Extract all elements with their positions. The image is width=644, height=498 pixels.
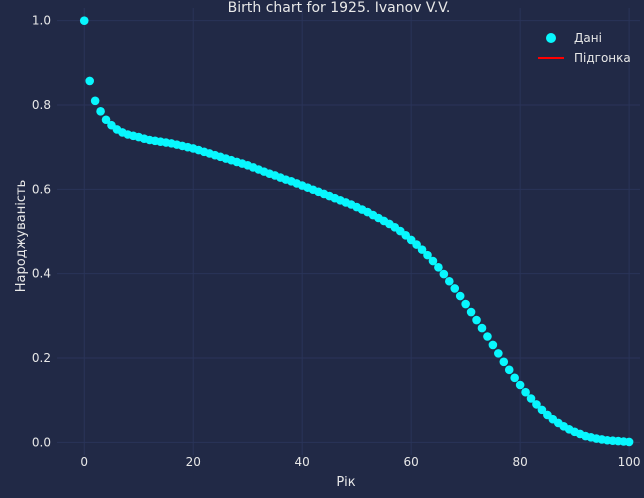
data-point (96, 107, 105, 116)
data-point (434, 263, 443, 272)
data-point (483, 332, 492, 341)
x-tick-label: 100 (618, 455, 641, 469)
data-point (537, 405, 547, 415)
y-axis-label: Народжуваність (14, 180, 29, 292)
tick-layer: 0 20 40 60 80 100 0.0 0.2 0.4 0.6 0.8 1.0 (32, 14, 641, 469)
x-tick-label: 60 (404, 455, 419, 469)
data-point (444, 276, 454, 286)
data-point (477, 323, 487, 333)
legend-marker-data (546, 33, 556, 43)
data-point (488, 340, 498, 350)
data-point (526, 394, 536, 403)
legend: Дані Підгонка (538, 31, 631, 65)
y-tick-label: 0.8 (32, 98, 51, 112)
data-point (423, 250, 432, 260)
legend-label-data: Дані (574, 31, 602, 45)
grid-layer (57, 8, 640, 455)
data-point (466, 307, 476, 317)
data-point (624, 437, 634, 447)
data-point (499, 357, 509, 367)
data-point (90, 96, 100, 106)
data-point (455, 291, 465, 301)
x-tick-label: 20 (186, 455, 201, 469)
data-point (79, 16, 89, 25)
data-point (428, 256, 438, 266)
chart-title: Birth chart for 1925. Ivanov V.V. (228, 0, 451, 16)
y-tick-label: 0.4 (32, 267, 51, 281)
data-point (417, 245, 427, 254)
marks-layer (79, 16, 634, 447)
data-point (515, 380, 525, 390)
data-point (450, 284, 460, 293)
legend-label-fit: Підгонка (574, 51, 631, 65)
data-point (532, 400, 541, 409)
y-tick-label: 0.0 (32, 435, 51, 449)
x-tick-label: 80 (512, 455, 527, 469)
data-point (521, 387, 530, 397)
x-axis-label: Рік (336, 475, 355, 490)
data-point (412, 240, 421, 249)
data-point (494, 349, 503, 358)
data-point (504, 365, 514, 375)
data-point (85, 76, 94, 86)
data-point (439, 269, 449, 279)
x-tick-label: 40 (295, 455, 310, 469)
data-point (101, 115, 111, 125)
x-tick-label: 0 (80, 455, 88, 469)
y-tick-label: 0.2 (32, 351, 51, 365)
data-point (461, 299, 470, 309)
y-tick-label: 0.6 (32, 182, 51, 196)
data-point (472, 315, 481, 325)
y-tick-label: 1.0 (32, 14, 51, 28)
data-point (510, 373, 519, 383)
